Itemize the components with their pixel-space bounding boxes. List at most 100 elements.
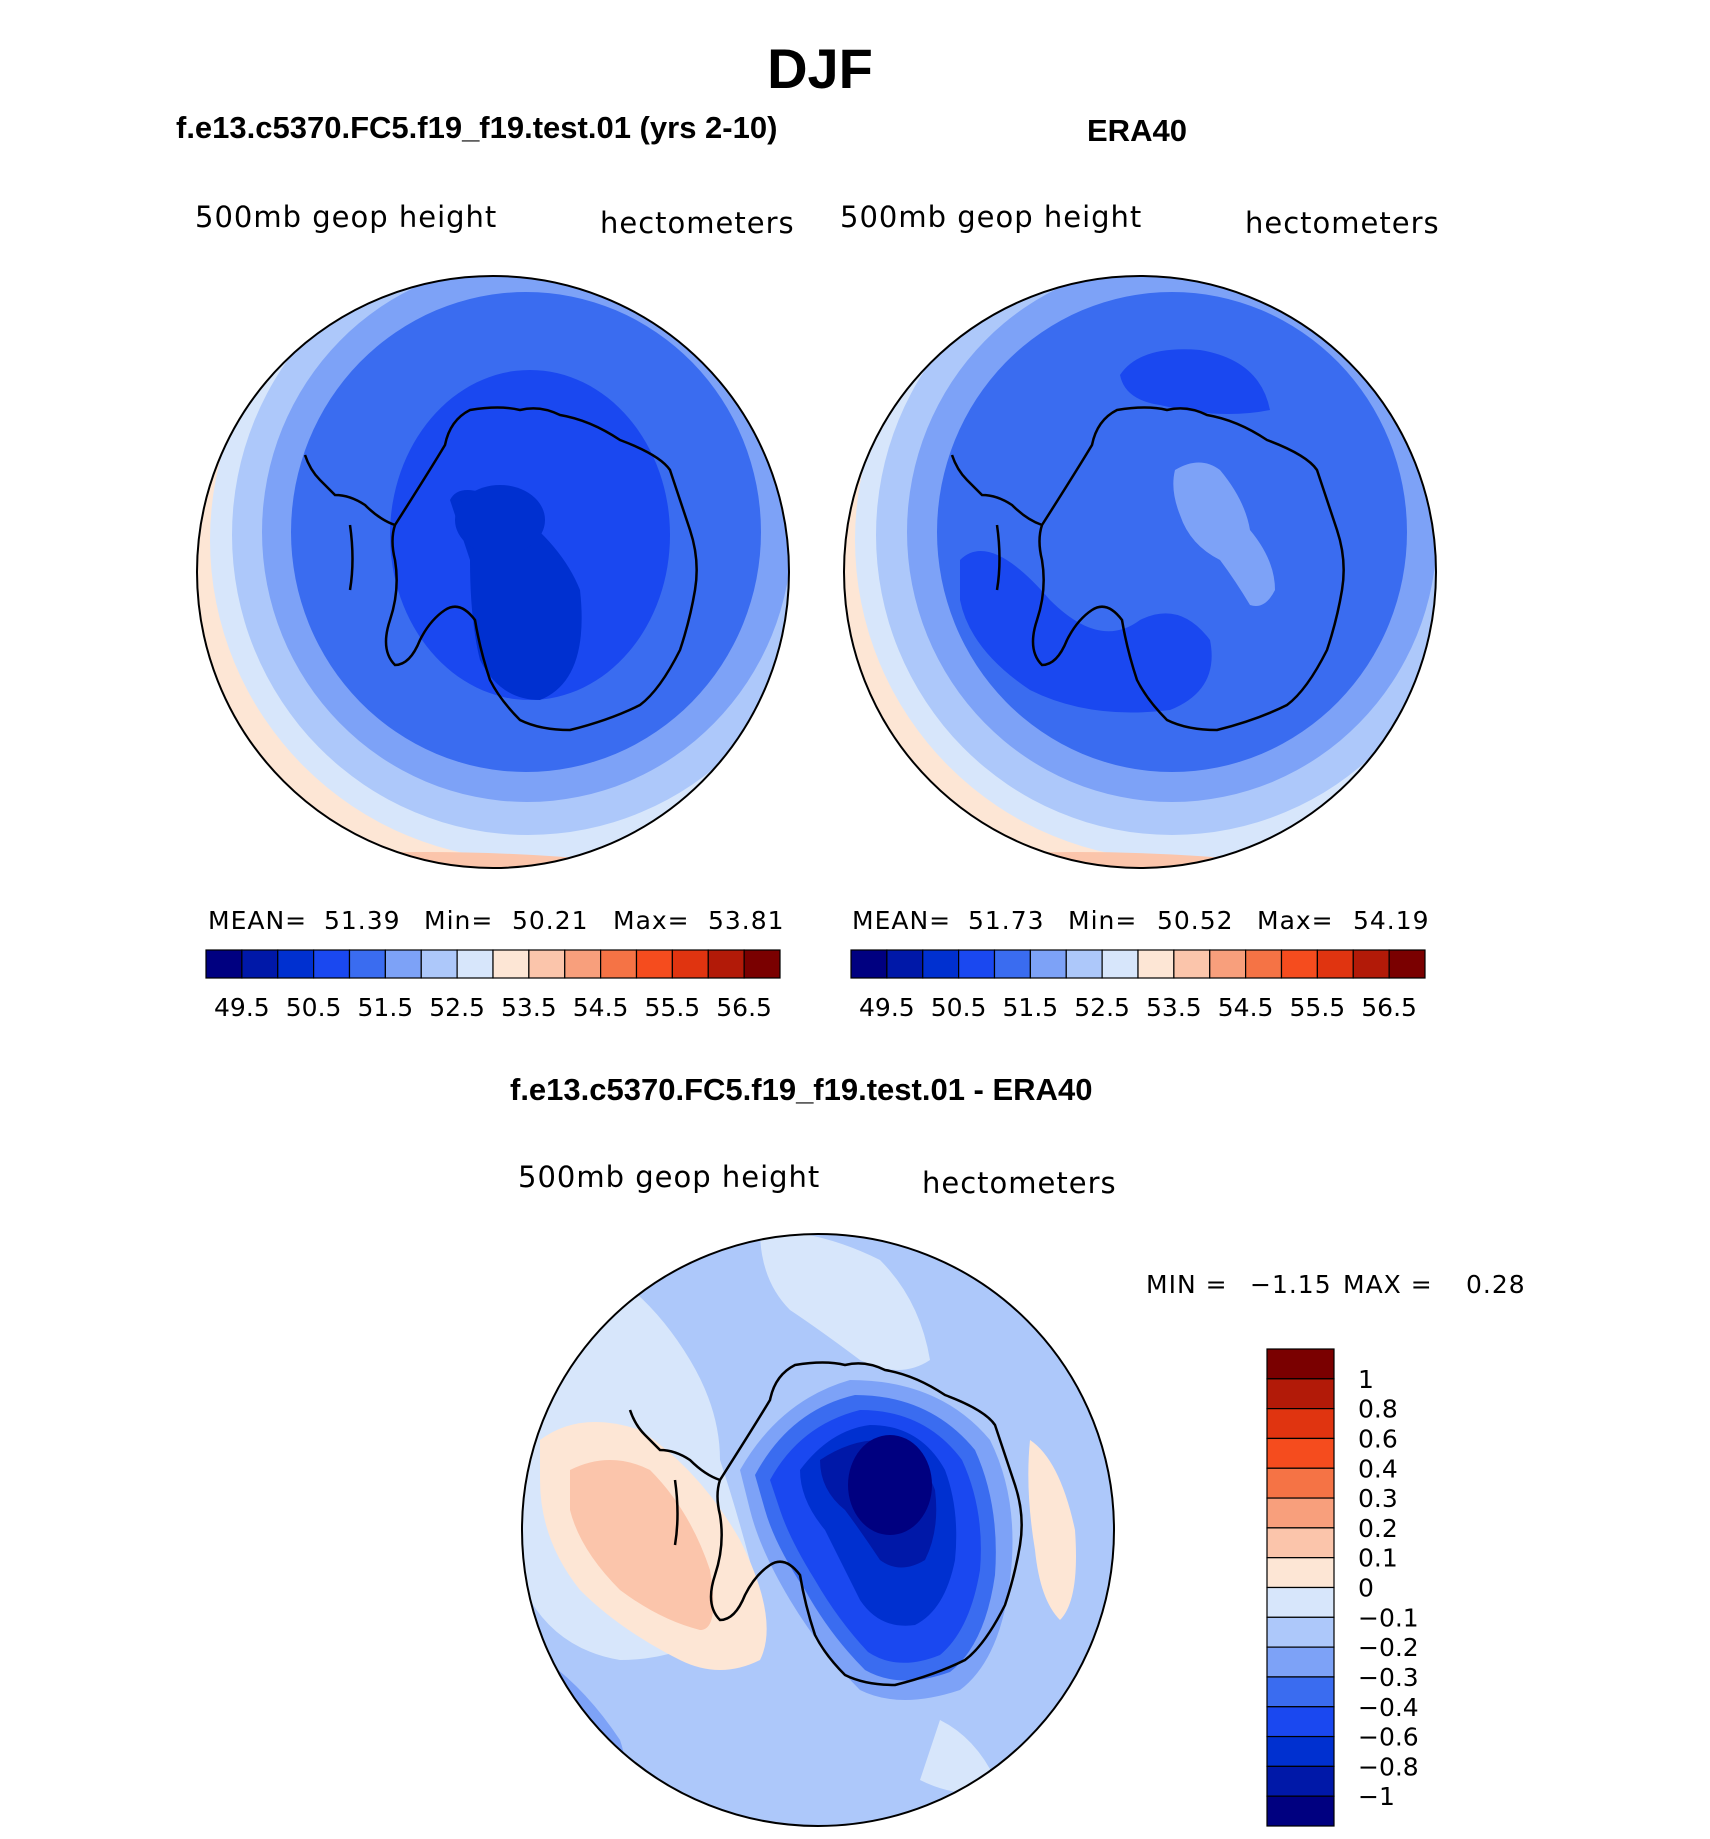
map-3-coastline xyxy=(709,1361,1023,1687)
colorbar-3-swatch xyxy=(1266,1557,1335,1589)
colorbar-3-tick-label: 0 xyxy=(1358,1574,1374,1603)
colorbar-2: 49.5 50.5 51.5 52.5 53.5 54.5 55.5 56.5 xyxy=(850,949,1426,1022)
panel-3-min-label: MIN = xyxy=(1146,1270,1228,1299)
colorbar-1-tick-label: 49.5 xyxy=(214,993,270,1022)
panel-2-min-value: 50.52 xyxy=(1157,906,1234,935)
panel-1-units-label: hectometers xyxy=(600,206,795,240)
panel-2-mean-label: MEAN= xyxy=(852,906,952,935)
colorbar-2-tick-label: 54.5 xyxy=(1218,993,1274,1022)
colorbar-2-swatch xyxy=(1352,949,1390,979)
panel-3-units-label: hectometers xyxy=(922,1166,1117,1200)
colorbar-3-swatch xyxy=(1266,1795,1335,1827)
colorbar-2-tick-label: 52.5 xyxy=(1074,993,1130,1022)
colorbar-3-swatch xyxy=(1266,1378,1335,1410)
panel-3-variable-label: 500mb geop height xyxy=(518,1160,821,1194)
colorbar-3: 10.80.60.40.30.20.10−0.1−0.2−0.3−0.4−0.6… xyxy=(1266,1348,1419,1827)
panel-2-units-label: hectometers xyxy=(1245,206,1440,240)
panel-2-max-value: 54.19 xyxy=(1353,906,1430,935)
colorbar-3-tick-label: −0.4 xyxy=(1358,1693,1419,1722)
colorbar-3-swatch xyxy=(1266,1408,1335,1440)
colorbar-3-swatch xyxy=(1266,1676,1335,1708)
colorbar-1-swatch xyxy=(635,949,673,979)
page-title: DJF xyxy=(767,37,873,100)
colorbar-2-swatch xyxy=(886,949,924,979)
colorbar-3-tick-label: −0.3 xyxy=(1358,1663,1419,1692)
colorbar-1-swatch xyxy=(671,949,709,979)
colorbar-1-tick-label: 56.5 xyxy=(716,993,772,1022)
map-1-model xyxy=(196,275,790,869)
map-1-boundary xyxy=(196,275,790,869)
panel-2-min-label: Min= xyxy=(1068,906,1138,935)
colorbar-1-tick-label: 55.5 xyxy=(645,993,701,1022)
colorbar-1-swatch xyxy=(205,949,243,979)
colorbar-3-swatch xyxy=(1266,1706,1335,1738)
panel-1-max-label: Max= xyxy=(613,906,690,935)
panel-2-subtitle: ERA40 xyxy=(1087,113,1187,148)
colorbar-1-swatch xyxy=(707,949,745,979)
colorbar-1: 49.5 50.5 51.5 52.5 53.5 54.5 55.5 56.5 xyxy=(205,949,781,1022)
colorbar-1-tick-label: 51.5 xyxy=(358,993,414,1022)
colorbar-3-tick-label: 0.1 xyxy=(1358,1544,1398,1573)
panel-1-min-value: 50.21 xyxy=(512,906,589,935)
colorbar-2-swatch xyxy=(1388,949,1426,979)
colorbar-3-swatch xyxy=(1266,1586,1335,1618)
colorbar-1-swatch xyxy=(600,949,638,979)
panel-3-max-label: MAX = xyxy=(1343,1270,1433,1299)
colorbar-2-tick-label: 56.5 xyxy=(1361,993,1417,1022)
colorbar-3-tick-label: 0.3 xyxy=(1358,1484,1398,1513)
colorbar-1-swatch xyxy=(743,949,781,979)
colorbar-1-tick-label: 53.5 xyxy=(501,993,557,1022)
colorbar-1-tick-label: 54.5 xyxy=(573,993,629,1022)
colorbar-3-swatch xyxy=(1266,1497,1335,1529)
map-2-boundary xyxy=(843,275,1437,869)
colorbar-2-swatch xyxy=(922,949,960,979)
colorbar-1-swatch xyxy=(420,949,458,979)
panel-1-max-value: 53.81 xyxy=(708,906,785,935)
panel-2-max-label: Max= xyxy=(1257,906,1334,935)
colorbar-3-tick-label: −0.6 xyxy=(1358,1723,1419,1752)
colorbar-1-swatch xyxy=(277,949,315,979)
colorbar-1-tick-label: 52.5 xyxy=(429,993,485,1022)
colorbar-1-swatch xyxy=(564,949,602,979)
colorbar-3-tick-label: 1 xyxy=(1358,1365,1374,1394)
map-3-difference xyxy=(521,1233,1115,1827)
colorbar-3-tick-label: −0.8 xyxy=(1358,1752,1419,1781)
colorbar-2-swatch xyxy=(993,949,1031,979)
map-2-coastline xyxy=(1031,406,1345,732)
colorbar-1-swatch xyxy=(492,949,530,979)
colorbar-3-tick-label: 0.2 xyxy=(1358,1514,1398,1543)
colorbar-1-swatch xyxy=(313,949,351,979)
panel-3-max-value: 0.28 xyxy=(1466,1270,1526,1299)
colorbar-1-swatch xyxy=(241,949,279,979)
colorbar-2-swatch xyxy=(958,949,996,979)
colorbar-2-swatch xyxy=(1101,949,1139,979)
colorbar-2-swatch xyxy=(1245,949,1283,979)
colorbar-3-swatch xyxy=(1266,1616,1335,1648)
colorbar-2-tick-label: 55.5 xyxy=(1290,993,1346,1022)
colorbar-3-tick-label: 0.4 xyxy=(1358,1454,1398,1483)
colorbar-2-swatch xyxy=(1316,949,1354,979)
colorbar-3-tick-label: −1 xyxy=(1358,1782,1395,1811)
colorbar-2-swatch xyxy=(1280,949,1318,979)
colorbar-2-tick-label: 50.5 xyxy=(931,993,987,1022)
colorbar-2-tick-label: 51.5 xyxy=(1003,993,1059,1022)
map-2-era40 xyxy=(843,275,1437,869)
colorbar-3-tick-label: 0.8 xyxy=(1358,1395,1398,1424)
colorbar-3-swatch xyxy=(1266,1467,1335,1499)
colorbar-1-swatch xyxy=(528,949,566,979)
colorbar-2-swatch xyxy=(850,949,888,979)
colorbar-2-swatch xyxy=(1029,949,1067,979)
panel-2-mean-value: 51.73 xyxy=(968,906,1045,935)
colorbar-1-swatch xyxy=(348,949,386,979)
panel-1-variable-label: 500mb geop height xyxy=(195,200,498,234)
panel-1-subtitle: f.e13.c5370.FC5.f19_f19.test.01 (yrs 2-1… xyxy=(176,110,778,145)
colorbar-2-swatch xyxy=(1065,949,1103,979)
colorbar-3-swatch xyxy=(1266,1527,1335,1559)
colorbar-1-swatch xyxy=(384,949,422,979)
panel-1-mean-label: MEAN= xyxy=(208,906,308,935)
colorbar-3-swatch xyxy=(1266,1437,1335,1469)
panel-1-min-label: Min= xyxy=(424,906,494,935)
colorbar-3-swatch xyxy=(1266,1348,1335,1380)
colorbar-3-tick-label: −0.1 xyxy=(1358,1603,1419,1632)
